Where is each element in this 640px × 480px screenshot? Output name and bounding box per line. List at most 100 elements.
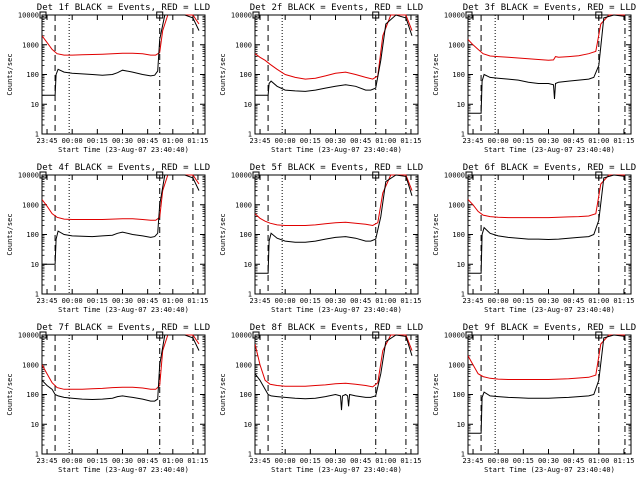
x-tick-label: 01:15 [400,457,421,465]
y-tick-label: 10000 [18,332,39,340]
box-marker [372,171,380,179]
events-series-line [255,14,413,96]
events-series-line [255,334,413,411]
detector-chart-9: Det 9f BLACK = Events, RED = LLD 1 10 100 10… [432,323,636,474]
y-tick-label: 1 [461,131,465,139]
x-tick-label: 23:45 [462,457,483,465]
y-tick-label: 10 [457,261,465,269]
x-tick-label: 01:15 [613,457,634,465]
x-tick-label: 01:15 [613,297,634,305]
x-tick-label: 00:15 [87,137,108,145]
y-tick-label: 1 [461,451,465,459]
box-marker [156,171,164,179]
x-tick-label: 23:45 [249,137,270,145]
y-tick-label: 1000 [22,201,39,209]
y-tick-label: 1000 [235,201,252,209]
y-axis-label: Counts/sec [6,373,14,415]
x-tick-label: 00:45 [137,457,158,465]
y-tick-label: 100 [452,71,465,79]
x-tick-label: 23:45 [36,457,57,465]
x-tick-label: 01:15 [187,137,208,145]
y-tick-label: 10000 [18,12,39,20]
y-axis-label: Counts/sec [219,213,227,255]
y-tick-label: 1000 [235,41,252,49]
x-tick-label: 00:45 [350,457,371,465]
x-tick-label: 23:45 [462,137,483,145]
box-marker [465,11,473,19]
lld-series-line [255,334,413,388]
detector-panel-6: Det 6f BLACK = Events, RED = LLD 1 10 100 10… [426,160,639,320]
y-axis-label: Counts/sec [219,373,227,415]
y-axis-label: Counts/sec [6,53,14,95]
y-tick-label: 10000 [231,12,252,20]
y-tick-label: 100 [26,71,39,79]
x-tick-label: 00:00 [275,297,296,305]
lld-series-line [42,174,200,221]
x-tick-label: 00:45 [137,297,158,305]
y-axis-label: Counts/sec [432,373,440,415]
chart-title: Det 6f BLACK = Events, RED = LLD [463,163,636,173]
y-tick-label: 100 [26,231,39,239]
chart-title: Det 4f BLACK = Events, RED = LLD [37,163,210,173]
chart-title: Det 5f BLACK = Events, RED = LLD [250,163,423,173]
y-tick-label: 10 [31,421,39,429]
y-tick-label: 100 [239,71,252,79]
plot-frame [254,14,419,135]
lld-series-line [255,14,413,80]
y-tick-label: 1 [248,131,252,139]
x-axis-label: Start Time (23-Aug-07 23:40:40) [484,146,615,154]
x-tick-label: 00:15 [513,297,534,305]
chart-title: Det 7f BLACK = Events, RED = LLD [37,323,210,333]
y-tick-label: 1000 [235,361,252,369]
x-tick-label: 00:15 [87,297,108,305]
x-tick-label: 00:00 [488,137,509,145]
detector-chart-5: Det 5f BLACK = Events, RED = LLD 1 10 100 10… [219,163,423,314]
y-tick-label: 10000 [231,172,252,180]
x-tick-label: 00:30 [112,297,133,305]
lld-series-line [468,14,625,61]
y-tick-label: 10 [31,261,39,269]
plot-frame [41,334,206,455]
plot-frame [41,14,206,135]
chart-title: Det 9f BLACK = Events, RED = LLD [463,323,636,333]
y-tick-label: 1000 [22,361,39,369]
y-axis-label: Counts/sec [432,213,440,255]
x-tick-label: 00:45 [350,297,371,305]
y-tick-label: 100 [239,231,252,239]
y-tick-label: 10 [457,101,465,109]
x-tick-label: 01:00 [375,457,396,465]
x-tick-label: 00:00 [62,457,83,465]
y-tick-label: 100 [452,391,465,399]
events-series-line [42,334,200,402]
y-tick-label: 100 [239,391,252,399]
events-series-line [42,174,200,265]
y-tick-label: 1 [35,131,39,139]
x-tick-label: 00:00 [488,457,509,465]
detector-panel-9: Det 9f BLACK = Events, RED = LLD 1 10 100 10… [426,320,639,480]
y-tick-label: 100 [26,391,39,399]
events-series-line [468,174,626,274]
x-tick-label: 01:15 [187,457,208,465]
box-marker [595,11,603,19]
box-marker [39,171,47,179]
x-tick-label: 00:30 [538,297,559,305]
events-series-line [468,334,626,434]
detector-panel-5: Det 5f BLACK = Events, RED = LLD 1 10 100 10… [213,160,426,320]
chart-title: Det 1f BLACK = Events, RED = LLD [37,3,210,13]
lld-series-line [468,334,625,380]
x-tick-label: 00:15 [300,297,321,305]
plot-frame [254,174,419,295]
y-axis-label: Counts/sec [432,53,440,95]
x-tick-label: 00:30 [538,457,559,465]
events-series-line [42,14,200,96]
x-tick-label: 00:00 [62,137,83,145]
x-tick-label: 00:45 [563,297,584,305]
y-tick-label: 10 [244,421,252,429]
x-tick-label: 23:45 [249,457,270,465]
detector-panel-2: Det 2f BLACK = Events, RED = LLD 1 10 100 10… [213,0,426,160]
plot-frame [467,14,632,135]
y-tick-label: 10 [244,261,252,269]
x-tick-label: 23:45 [462,297,483,305]
detector-chart-6: Det 6f BLACK = Events, RED = LLD 1 10 100 10… [432,163,636,314]
